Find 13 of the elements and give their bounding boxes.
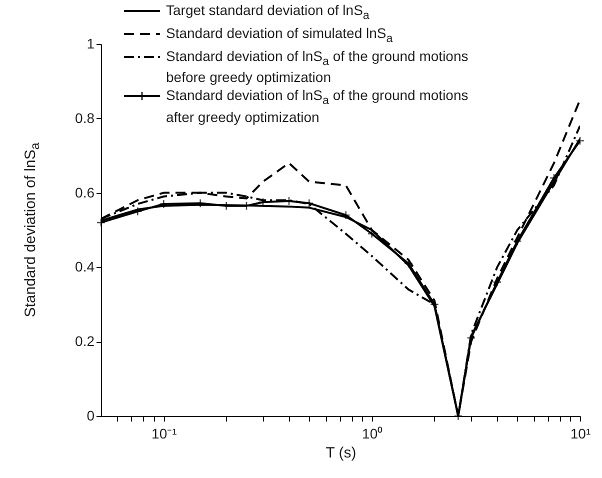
y-tick-label: 1 (86, 36, 95, 52)
x-tick-label: 10¹ (570, 426, 591, 442)
x-tick-label: 10⁻¹ (152, 426, 178, 442)
legend-label: Standard deviation of lnS$_{a}$ of the ground motions after greedy optimization (166, 87, 470, 126)
y-tick-label: 0.2 (75, 333, 95, 350)
y-tick-label: 0.6 (75, 184, 95, 200)
y-tick-label: 0.4 (75, 258, 95, 275)
legend-label: Target standard deviation of lnS$_{a}$ (166, 2, 370, 24)
y-tick-label: 0 (86, 408, 95, 424)
x-tick-label: 10⁰ (362, 426, 383, 442)
y-tick-label: 0.8 (75, 110, 95, 126)
legend-label: Standard deviation of simulated lnS$_{a}$ (166, 24, 393, 47)
x-axis-title: T (s) (326, 444, 356, 462)
